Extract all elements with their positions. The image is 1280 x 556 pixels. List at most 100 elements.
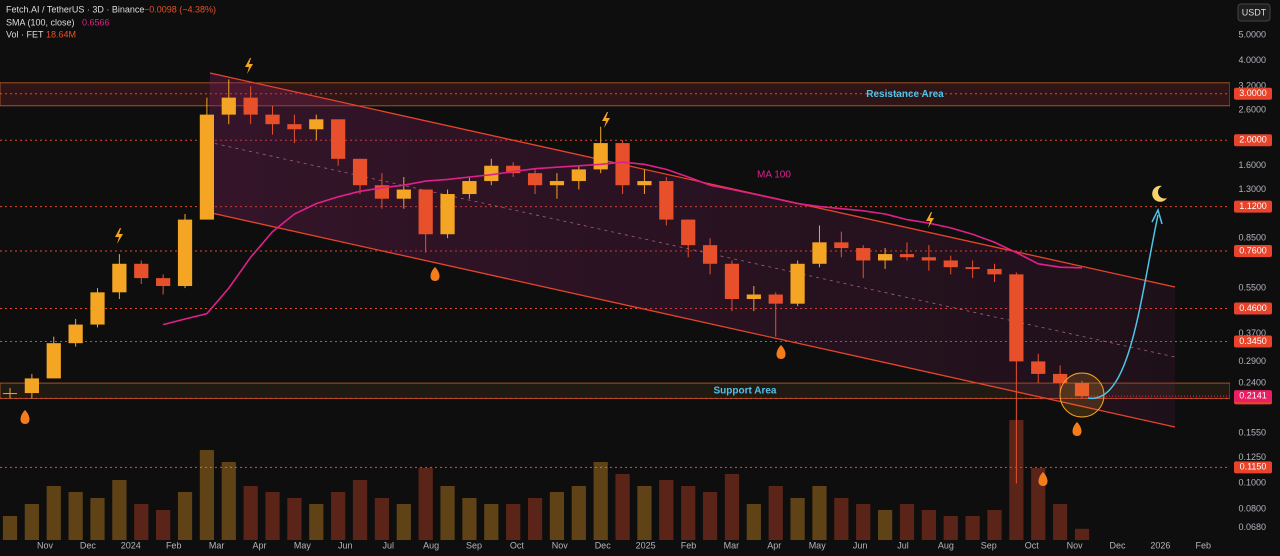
volume-bar [112, 480, 127, 540]
lightning [926, 212, 934, 228]
currency-box [1237, 3, 1271, 22]
volume-bar [659, 480, 674, 540]
candle-body [1009, 274, 1024, 362]
candle-body [681, 219, 696, 246]
candle-body [987, 268, 1002, 275]
level-box [1234, 461, 1272, 474]
volume-bar [856, 504, 871, 540]
channel-lower [206, 211, 1176, 428]
candle-body [134, 263, 149, 279]
candle-body [834, 242, 849, 249]
candle-body [659, 181, 674, 220]
level-label: 3.0000 [1239, 88, 1267, 98]
level-box [1234, 200, 1272, 213]
candle-body [506, 165, 521, 174]
highlight-circle [1059, 372, 1105, 418]
fire [1038, 472, 1048, 486]
fire [776, 345, 786, 359]
candle-body [1053, 373, 1068, 384]
x-tick-label: Nov [552, 540, 569, 550]
price-axis: Nov Dec 2024 Feb Mar Apr May Jun Jul Aug Sep Oct Nov… [37, 30, 1272, 550]
candle-body [549, 181, 565, 186]
candle-body [265, 114, 280, 125]
x-tick-label: Mar [724, 540, 740, 550]
candle-body [309, 119, 324, 130]
x-tick-label: Jul [897, 540, 909, 550]
moon-icon [1152, 185, 1167, 202]
symbol-title: Fetch.AI / TetherUS · 3D · Binance [6, 4, 144, 14]
volume-bar [309, 504, 324, 540]
x-tick-label: Apr [252, 540, 266, 550]
volume-bar [746, 504, 761, 540]
x-tick-label: 2024 [121, 540, 141, 550]
zone-label: Resistance Area [866, 89, 944, 100]
x-tick-label: Feb [681, 540, 697, 550]
candle-body [90, 292, 105, 325]
volume-bar [921, 510, 936, 540]
level-box [1234, 87, 1272, 100]
volume-bar [2, 516, 18, 540]
candle-body [527, 173, 543, 186]
volume-bar [506, 504, 521, 540]
volume-bar [1053, 504, 1068, 540]
volume-bar [899, 504, 915, 540]
vol-label: Vol · FET [6, 29, 44, 39]
ma-line [162, 161, 1083, 326]
plot: Resistance Area Support Area [2, 79, 1230, 484]
candle-body [790, 263, 805, 304]
candle-body [768, 294, 783, 304]
candle-body [1074, 383, 1090, 397]
x-tick-label: Feb [166, 540, 182, 550]
x-tick-label: Jun [853, 540, 868, 550]
candle-body [418, 189, 433, 235]
fire [20, 410, 30, 424]
x-tick-label: Nov [37, 540, 54, 550]
volume-bar [702, 492, 718, 540]
volume-bar [90, 498, 105, 540]
volume-bar [593, 462, 608, 540]
zone [0, 82, 1231, 107]
fire-icons [20, 267, 1082, 486]
candle-body [331, 119, 346, 159]
y-tick-label: 0.5500 [1238, 282, 1266, 292]
x-tick-label: Sep [981, 540, 997, 550]
y-tick-label: 0.0800 [1238, 503, 1266, 513]
volume-bar [24, 504, 39, 540]
candle-body [724, 263, 740, 300]
x-tick-label: Sep [466, 540, 482, 550]
candle-body [221, 97, 236, 115]
x-tick-label: Dec [595, 540, 612, 550]
candle-body [396, 189, 411, 199]
y-tick-label: 0.0680 [1238, 522, 1266, 532]
candle-body [484, 165, 499, 182]
x-tick-label: Mar [209, 540, 225, 550]
level-label: 0.7600 [1239, 245, 1267, 255]
zone-label: Support Area [714, 385, 777, 396]
volume-bar [484, 504, 499, 540]
ma-label: MA 100 [757, 170, 791, 181]
sma-label: SMA (100, close) [6, 17, 75, 27]
fire [430, 267, 440, 281]
x-tick-label: Feb [1196, 540, 1212, 550]
y-tick-label: 0.8500 [1238, 233, 1266, 243]
level-box [1234, 302, 1272, 315]
volume-bar [134, 504, 149, 540]
candle-body [243, 97, 258, 115]
fire [1072, 422, 1082, 436]
volume-bar [812, 486, 827, 540]
y-tick-label: 0.2400 [1238, 377, 1266, 387]
level-label: 0.3450 [1239, 336, 1267, 346]
candle-body [571, 169, 586, 182]
candle-body [1031, 361, 1046, 374]
level-label: 1.1200 [1239, 201, 1267, 211]
level-box [1234, 335, 1272, 348]
candle-body [177, 219, 193, 287]
candle-body [856, 248, 871, 261]
y-tick-label: 1.6000 [1238, 160, 1266, 170]
candle-body [637, 181, 652, 186]
volume-bar [724, 474, 740, 540]
candle-body [287, 124, 302, 130]
lightning-icons [115, 58, 934, 244]
volume-bar [549, 492, 565, 540]
volume-bar [331, 492, 346, 540]
